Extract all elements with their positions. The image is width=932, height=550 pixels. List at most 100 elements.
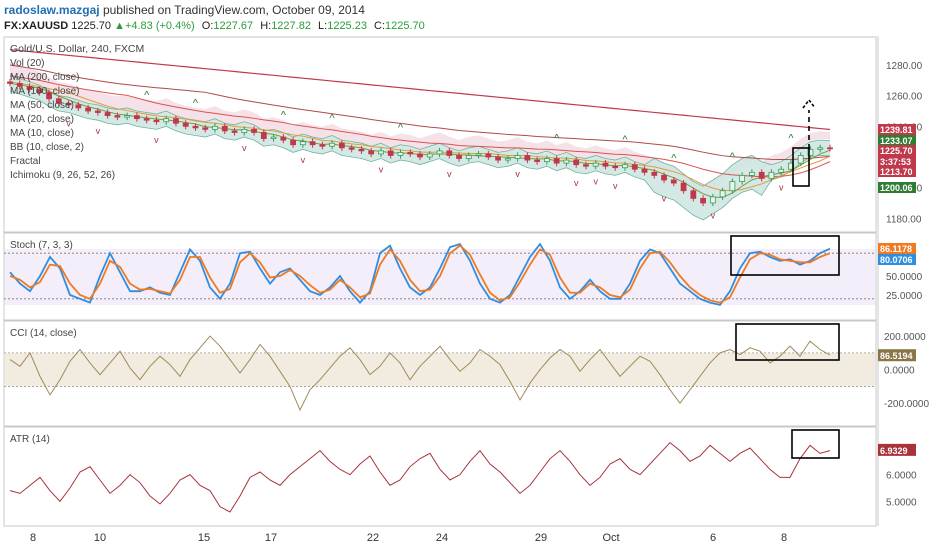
candle-body (495, 156, 501, 161)
chart-canvas[interactable]: 8 10 15 17 22 24 29 Oct 6 8 ^ ^ ^ ^ ^ ^ ^ ^ ^ ^ v v v v v v v v v v v v… (0, 36, 932, 550)
candle-body (680, 182, 687, 192)
stoch-tick-label: 50.0000 (886, 272, 923, 283)
fractal-down-marker: v (779, 183, 784, 193)
atr-line (9, 441, 831, 513)
candle-body (104, 112, 111, 116)
candle-body (231, 130, 238, 133)
price-tag-label: 1233.07 (880, 136, 913, 146)
close-value: 1225.70 (385, 20, 425, 32)
x-tick-label: 8 (30, 532, 36, 544)
x-tick-label: 8 (781, 532, 787, 544)
candle-body (368, 150, 375, 155)
annotation-arrowhead (802, 98, 816, 109)
candle-body (387, 150, 394, 156)
ichimoku-cloud (10, 61, 830, 195)
cci-annotation-box (735, 323, 840, 361)
fractal-up-marker: ^ (554, 133, 560, 145)
candle-body (797, 155, 804, 164)
x-tick-label: 15 (198, 532, 210, 544)
candle-body (661, 174, 667, 181)
candle-body (7, 81, 13, 84)
author-link[interactable]: radoslaw.mazgaj (4, 3, 100, 17)
candle-body (114, 115, 121, 118)
candle-body (651, 171, 658, 176)
candle-body (592, 162, 599, 167)
cci-value-tag (878, 349, 916, 362)
cci-line (9, 335, 831, 412)
ma200-line (9, 49, 831, 131)
candle-body (221, 125, 228, 132)
x-tick-label: Oct (602, 532, 619, 544)
candle-body (16, 83, 23, 87)
candle-body (670, 179, 677, 184)
candle-body (270, 136, 277, 139)
candle-body (329, 142, 336, 147)
candle-body (465, 155, 472, 159)
candle-body (192, 125, 199, 129)
legend-entry: MA (100, close) (10, 86, 79, 97)
fractal-down-marker: v (711, 210, 716, 220)
candle-body (46, 92, 52, 100)
ma50-line (9, 75, 831, 178)
candle-body (758, 171, 765, 179)
candle-body (612, 165, 619, 169)
candle-body (485, 153, 492, 158)
cci-tick-label: 0.0000 (884, 366, 915, 377)
low-label: L: (318, 20, 328, 32)
legend-entry: Ichimoku (9, 26, 52, 26) (10, 170, 115, 181)
price-tag-bg (878, 182, 916, 193)
price-tick-label: 1180.00 (886, 214, 922, 225)
price-tag-bg (878, 166, 916, 177)
candle-body (534, 159, 541, 162)
fractal-up-marker: ^ (671, 153, 677, 165)
candle-body (573, 159, 580, 166)
cci-tick-label: -200.0000 (884, 399, 929, 410)
cci-value-label: 86.5194 (880, 351, 913, 361)
candle-body (290, 139, 296, 146)
fractal-down-marker: v (593, 177, 598, 187)
stoch-value-tag (878, 243, 916, 254)
candle-body (778, 168, 785, 173)
bollinger-upper (9, 75, 831, 187)
candle-body (749, 171, 755, 176)
candle-body (212, 125, 218, 130)
candle-body (75, 104, 82, 109)
stoch-value-tag-2 (878, 254, 916, 265)
candle-body (417, 153, 423, 158)
candle-body (319, 144, 326, 147)
price-tick-label: 1260.00 (886, 92, 923, 103)
candle-body (358, 148, 365, 152)
cci-band (5, 352, 875, 387)
candle-body (641, 168, 648, 173)
candle-body (719, 190, 726, 198)
stoch-value-label: 86.1178 (880, 244, 912, 254)
fractal-down-marker: v (66, 118, 71, 128)
candle-body (65, 102, 72, 106)
stoch-d-line (9, 244, 831, 304)
atr-tick-label: 6.0000 (886, 471, 917, 482)
candle-body (426, 153, 433, 158)
stoch-annotation-box (730, 235, 840, 276)
candle-body (817, 147, 824, 150)
candle-body (260, 132, 267, 140)
candle-body (36, 89, 43, 93)
atr-value-tag (878, 443, 916, 456)
candle-body (475, 153, 482, 156)
candle-body (85, 107, 91, 112)
publish-line: radoslaw.mazgaj published on TradingView… (4, 3, 365, 17)
fractal-up-marker: ^ (144, 90, 150, 102)
price-tag-label: 3:37:53 (880, 157, 911, 167)
legend-entry: Vol (20) (10, 58, 44, 69)
candle-body (709, 196, 716, 204)
legend-entry: BB (10, close, 2) (10, 142, 84, 153)
price-tag-bg (878, 156, 916, 167)
legend-entry: MA (200, close) (10, 72, 79, 83)
legend-entry: MA (20, close) (10, 114, 74, 125)
candle-body (55, 98, 62, 104)
fractal-up-marker: ^ (398, 122, 404, 134)
candle-body (241, 129, 248, 133)
x-tick-label: 29 (535, 532, 547, 544)
legend-entry: MA (50, close) (10, 100, 74, 111)
legend-entry: Fractal (10, 156, 41, 167)
candle-body (251, 129, 257, 133)
